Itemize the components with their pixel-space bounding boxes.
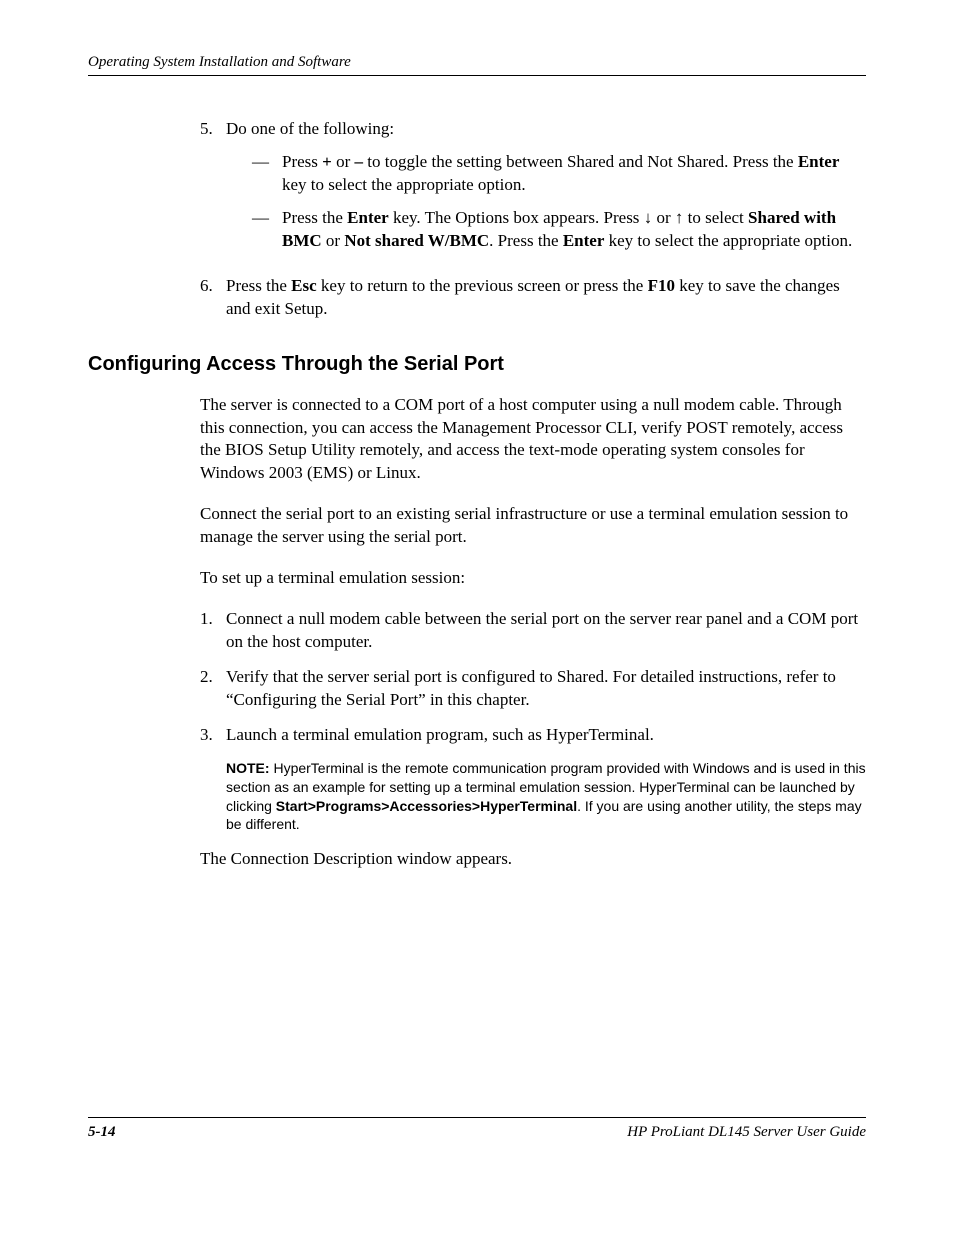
paragraph-2: Connect the serial port to an existing s… [200, 503, 866, 549]
key-enter: Enter [347, 208, 389, 227]
t: or [652, 208, 675, 227]
item5-intro: Do one of the following: [226, 119, 394, 138]
note-menu-path: Start>Programs>Accessories>HyperTerminal [276, 798, 577, 814]
t: key to select the appropriate option. [604, 231, 852, 250]
page-footer: 5-14 HP ProLiant DL145 Server User Guide [88, 1117, 866, 1141]
dash-sublist: — Press + or – to toggle the setting bet… [226, 151, 866, 253]
paragraph-3: To set up a terminal emulation session: [200, 567, 866, 590]
paragraph-1: The server is connected to a COM port of… [200, 394, 866, 486]
t: to select [683, 208, 748, 227]
list-text: Connect a null modem cable between the s… [226, 608, 866, 654]
list-text: Verify that the server serial port is co… [226, 666, 866, 712]
key-enter: Enter [563, 231, 605, 250]
list-number: 1. [200, 608, 226, 654]
paragraph-after-note: The Connection Description window appear… [200, 848, 866, 871]
numbered-list-steps: 1. Connect a null modem cable between th… [200, 608, 866, 747]
t: or [332, 152, 355, 171]
t: . Press the [489, 231, 563, 250]
t: or [322, 231, 345, 250]
t: key. The Options box appears. Press [389, 208, 644, 227]
list-number: 3. [200, 724, 226, 747]
t: key to return to the previous screen or … [317, 276, 648, 295]
t: Press [282, 152, 322, 171]
list-item-5: 5. Do one of the following: — Press + or… [200, 118, 866, 263]
section-body: The server is connected to a COM port of… [200, 394, 866, 872]
running-title: Operating System Installation and Softwa… [88, 54, 351, 70]
sub-item-b: — Press the Enter key. The Options box a… [252, 207, 866, 253]
arrow-down-icon: ↓ [644, 208, 653, 227]
list-text: Do one of the following: — Press + or – … [226, 118, 866, 263]
t: Press the [282, 208, 347, 227]
numbered-list-top: 5. Do one of the following: — Press + or… [200, 118, 866, 321]
key-esc: Esc [291, 276, 317, 295]
dash-bullet: — [252, 151, 282, 197]
step-1: 1. Connect a null modem cable between th… [200, 608, 866, 654]
step-2: 2. Verify that the server serial port is… [200, 666, 866, 712]
key-enter: Enter [798, 152, 840, 171]
t: to toggle the setting between Shared and… [363, 152, 798, 171]
key-f10: F10 [648, 276, 675, 295]
list-number: 2. [200, 666, 226, 712]
sub-text: Press the Enter key. The Options box app… [282, 207, 866, 253]
t: key to select the appropriate option. [282, 175, 526, 194]
key-minus: – [355, 152, 364, 171]
note-block: NOTE: HyperTerminal is the remote commun… [226, 759, 866, 835]
list-text: Press the Esc key to return to the previ… [226, 275, 866, 321]
running-header: Operating System Installation and Softwa… [88, 54, 866, 76]
list-number: 5. [200, 118, 226, 263]
key-plus: + [322, 152, 332, 171]
body-content-top: 5. Do one of the following: — Press + or… [200, 118, 866, 321]
footer-doc-title: HP ProLiant DL145 Server User Guide [627, 1124, 866, 1141]
sub-item-a: — Press + or – to toggle the setting bet… [252, 151, 866, 197]
list-number: 6. [200, 275, 226, 321]
t: Press the [226, 276, 291, 295]
list-text: Launch a terminal emulation program, suc… [226, 724, 866, 747]
dash-bullet: — [252, 207, 282, 253]
opt-not-shared: Not shared W/BMC [344, 231, 489, 250]
sub-text: Press + or – to toggle the setting betwe… [282, 151, 866, 197]
page: Operating System Installation and Softwa… [0, 0, 954, 1235]
list-item-6: 6. Press the Esc key to return to the pr… [200, 275, 866, 321]
note-label: NOTE: [226, 760, 270, 776]
section-heading: Configuring Access Through the Serial Po… [88, 353, 866, 376]
step-3: 3. Launch a terminal emulation program, … [200, 724, 866, 747]
page-number: 5-14 [88, 1124, 116, 1141]
